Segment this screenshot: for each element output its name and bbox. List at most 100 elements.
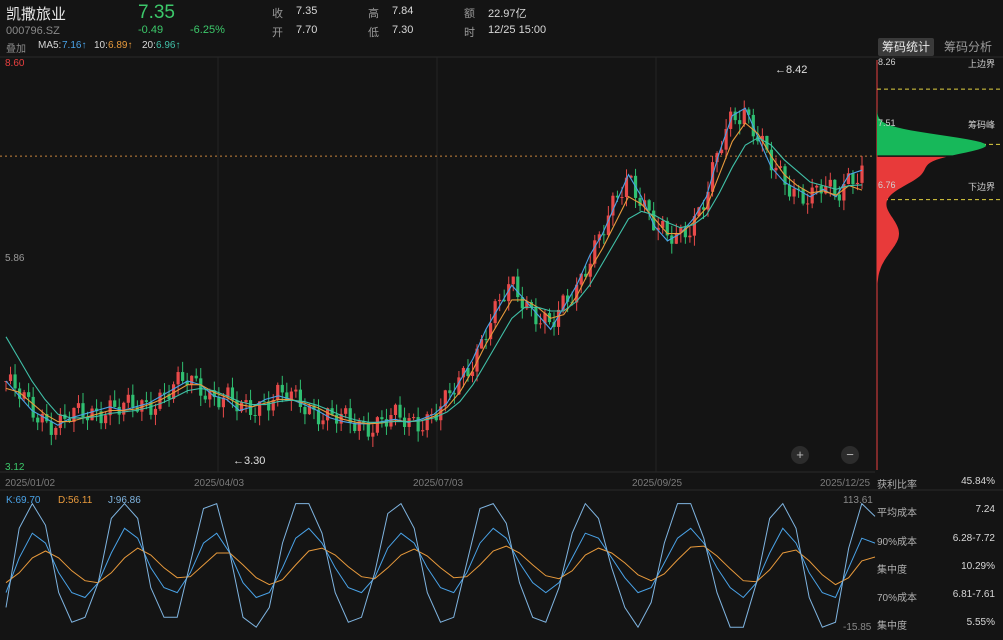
kdj-legend-k: K:69.70 xyxy=(6,495,41,506)
candle-body xyxy=(389,414,393,427)
candle-body xyxy=(502,299,506,302)
candle-body xyxy=(221,397,225,408)
candle-body xyxy=(756,136,760,142)
candle-body xyxy=(321,420,325,425)
candle-body xyxy=(461,367,466,378)
y-tick-max: 8.60 xyxy=(5,58,25,69)
candle-body xyxy=(683,227,687,238)
candle-body xyxy=(661,220,665,228)
candle-body xyxy=(199,378,203,396)
candle-body xyxy=(439,406,443,421)
candle-body xyxy=(307,405,312,415)
candle-body xyxy=(303,406,307,415)
candle-body xyxy=(611,195,615,216)
candle-body xyxy=(860,165,864,183)
candle-body xyxy=(398,404,402,418)
candle-body xyxy=(452,393,456,395)
quote-label-high: 高 xyxy=(368,8,379,20)
candle-body xyxy=(153,408,158,415)
candle-body xyxy=(122,402,126,415)
candle-body xyxy=(8,374,13,382)
stat-value: 6.28-7.72 xyxy=(952,533,995,544)
candle-body xyxy=(31,396,35,418)
x-tick-label: 2025/04/03 xyxy=(194,478,245,489)
zoom-in-button[interactable]: + xyxy=(791,446,809,464)
tab-chip-stats[interactable]: 筹码统计 xyxy=(878,38,935,56)
kdj-legend-d: D:56.11 xyxy=(58,495,93,506)
overlay-button[interactable]: 叠加 xyxy=(6,44,26,55)
candle-body xyxy=(534,307,538,325)
candle-body xyxy=(760,135,764,142)
candle-body xyxy=(76,403,81,408)
candle-body xyxy=(543,313,547,324)
quote-label-amount: 额 xyxy=(464,8,475,20)
candle-body xyxy=(824,186,828,194)
candle-body xyxy=(203,395,207,400)
stat-label: 平均成本 xyxy=(877,508,917,519)
candle-body xyxy=(493,301,497,324)
candle-body xyxy=(194,375,198,379)
ma-line-20 xyxy=(5,137,863,423)
candle-body xyxy=(561,295,565,310)
candle-body xyxy=(67,418,72,422)
kdj-line-d xyxy=(5,545,876,586)
candle-body xyxy=(276,384,280,401)
candle-body xyxy=(851,173,855,185)
candle-body xyxy=(525,302,529,309)
stat-label: 集中度 xyxy=(877,565,907,576)
zoom-out-button[interactable]: − xyxy=(841,446,859,464)
price-change-pct: -6.25% xyxy=(190,24,225,36)
candle-body xyxy=(647,200,651,211)
ma20-label: 20: xyxy=(142,40,156,51)
candle-body xyxy=(162,392,167,395)
tab-chip-analysis[interactable]: 筹码分析 xyxy=(944,40,993,54)
high-annotation-value: 8.42 xyxy=(786,64,808,76)
x-tick-label: 2025/07/03 xyxy=(413,478,464,489)
candle-body xyxy=(706,191,710,210)
candle-body xyxy=(40,413,44,423)
quote-value-low: 7.30 xyxy=(392,24,414,36)
candle-body xyxy=(796,188,801,190)
current-price: 7.35 xyxy=(138,2,175,23)
candle-body xyxy=(511,276,515,285)
candle-body xyxy=(226,387,230,398)
candle-body xyxy=(131,394,135,408)
candle-body xyxy=(144,400,149,402)
candle-body xyxy=(579,273,583,285)
candlestick-series xyxy=(4,100,864,447)
candle-body xyxy=(620,196,624,198)
stock-code: 000796.SZ xyxy=(6,25,60,37)
candle-body xyxy=(235,400,239,412)
candle-body xyxy=(466,367,470,376)
low-annotation-value: 3.30 xyxy=(244,455,266,467)
candle-body xyxy=(212,390,216,398)
candle-body xyxy=(22,392,26,399)
candle-body xyxy=(99,411,103,424)
candle-body xyxy=(316,409,321,425)
stat-label: 集中度 xyxy=(877,621,907,632)
quote-label-low: 低 xyxy=(368,27,379,39)
stat-label: 70%成本 xyxy=(877,593,918,604)
candle-body xyxy=(280,384,284,393)
candle-body xyxy=(629,175,633,178)
kdj-y-max: 113.61 xyxy=(843,495,873,506)
candle-body xyxy=(412,417,416,419)
quote-label-open: 开 xyxy=(272,27,283,39)
candle-body xyxy=(140,400,144,412)
quote-label-time: 时 xyxy=(464,27,475,39)
candle-body xyxy=(615,195,620,198)
candle-body xyxy=(258,401,262,416)
candle-body xyxy=(113,400,117,407)
quote-value-open: 7.70 xyxy=(296,24,318,36)
grid-lines xyxy=(0,56,1003,491)
candle-body xyxy=(353,423,357,431)
kdj-line-j xyxy=(5,502,876,629)
candle-body xyxy=(842,184,846,201)
chip-area-loss xyxy=(877,156,947,286)
chip-area-profit xyxy=(877,71,987,156)
chip-upper-price: 8.26 xyxy=(878,57,896,67)
candle-body xyxy=(289,391,293,402)
candle-body xyxy=(593,240,597,264)
candle-body xyxy=(520,297,524,309)
candle-body xyxy=(470,371,475,376)
